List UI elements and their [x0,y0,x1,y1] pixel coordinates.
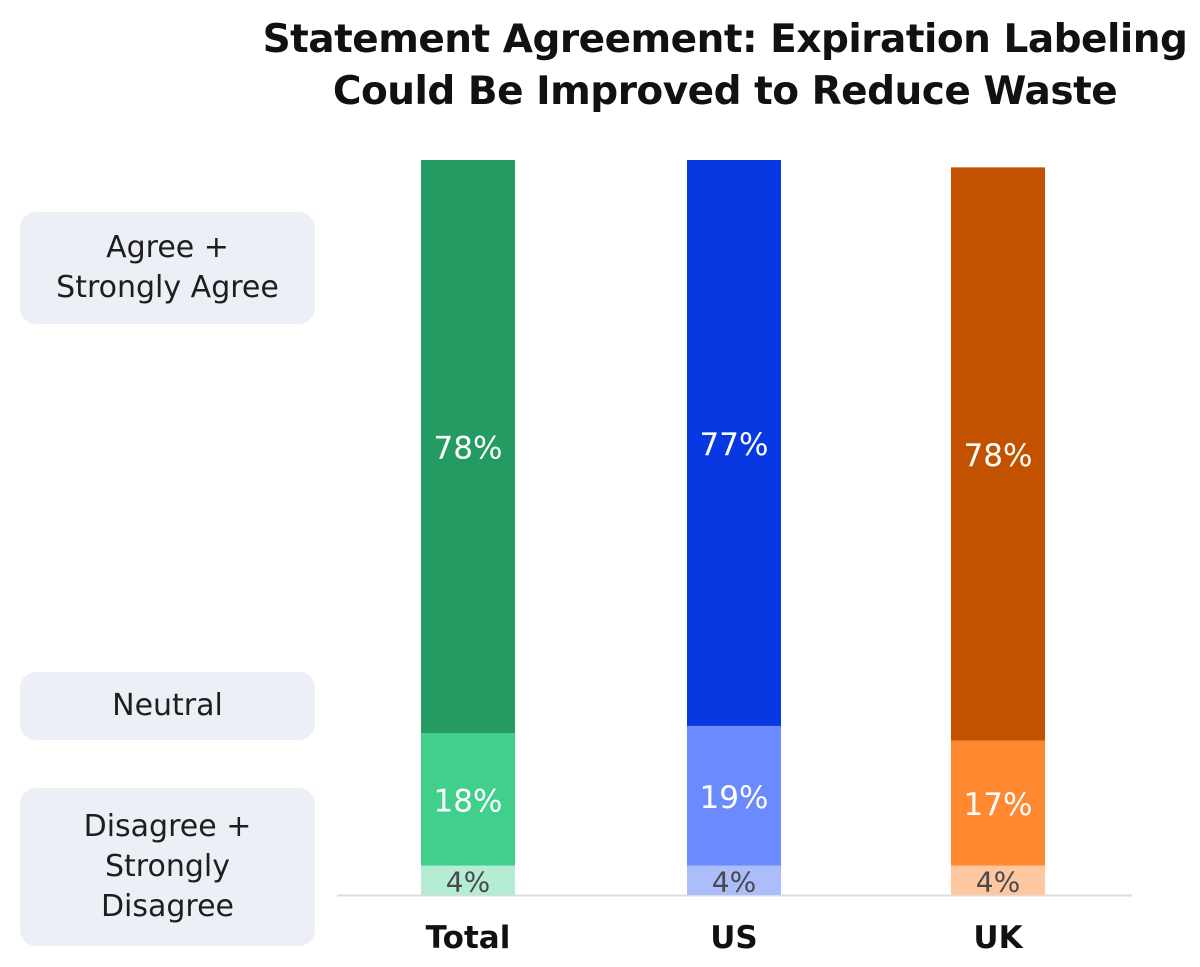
data-label-uk-agree-strongly-agree: 78% [964,438,1033,474]
legend-agree-line-2: Strongly Agree [56,270,279,305]
legend-agree: Agree + Strongly Agree [20,212,315,324]
data-label-us-agree-strongly-agree: 77% [700,427,769,463]
bar-uk-disagree-strongly-disagree [951,865,1045,895]
bar-uk-neutral [951,740,1045,866]
data-label-uk-neutral: 17% [964,787,1033,823]
legend-neutral: Neutral [20,672,315,740]
category-label-us: US [710,920,758,956]
data-label-total-disagree-strongly-disagree: 4% [446,865,490,898]
legend-disagree-line-3: Disagree [100,889,235,924]
data-label-us-neutral: 19% [700,780,769,816]
category-label-total: Total [426,920,511,956]
data-label-us-disagree-strongly-disagree: 4% [712,865,756,898]
chart-title-line-1: Statement Agreement: Expiration Labeling [262,17,1188,62]
bar-uk-agree-strongly-agree [951,167,1045,741]
legend-disagree-line-2: Strongly [105,849,230,884]
legend-disagree: Disagree + Strongly Disagree [20,788,315,946]
data-label-total-neutral: 18% [434,783,503,819]
category-label-uk: UK [973,920,1023,956]
data-label-uk-disagree-strongly-disagree: 4% [976,865,1020,898]
bar-total-disagree-strongly-disagree [421,865,515,895]
chart-title-line-2: Could Be Improved to Reduce Waste [332,69,1118,114]
bar-total-agree-strongly-agree [421,160,515,734]
bar-total-neutral [421,733,515,866]
bar-us-agree-strongly-agree [687,160,781,726]
legend-neutral-line-1: Neutral [112,688,223,723]
bar-us-disagree-strongly-disagree [687,865,781,895]
legend-disagree-line-1: Disagree + [83,809,252,844]
bar-us-neutral [687,725,781,866]
data-label-total-agree-strongly-agree: 78% [434,431,503,467]
legend-agree-line-1: Agree + [106,230,229,265]
chart-title: Statement Agreement: Expiration Labeling… [250,14,1200,118]
